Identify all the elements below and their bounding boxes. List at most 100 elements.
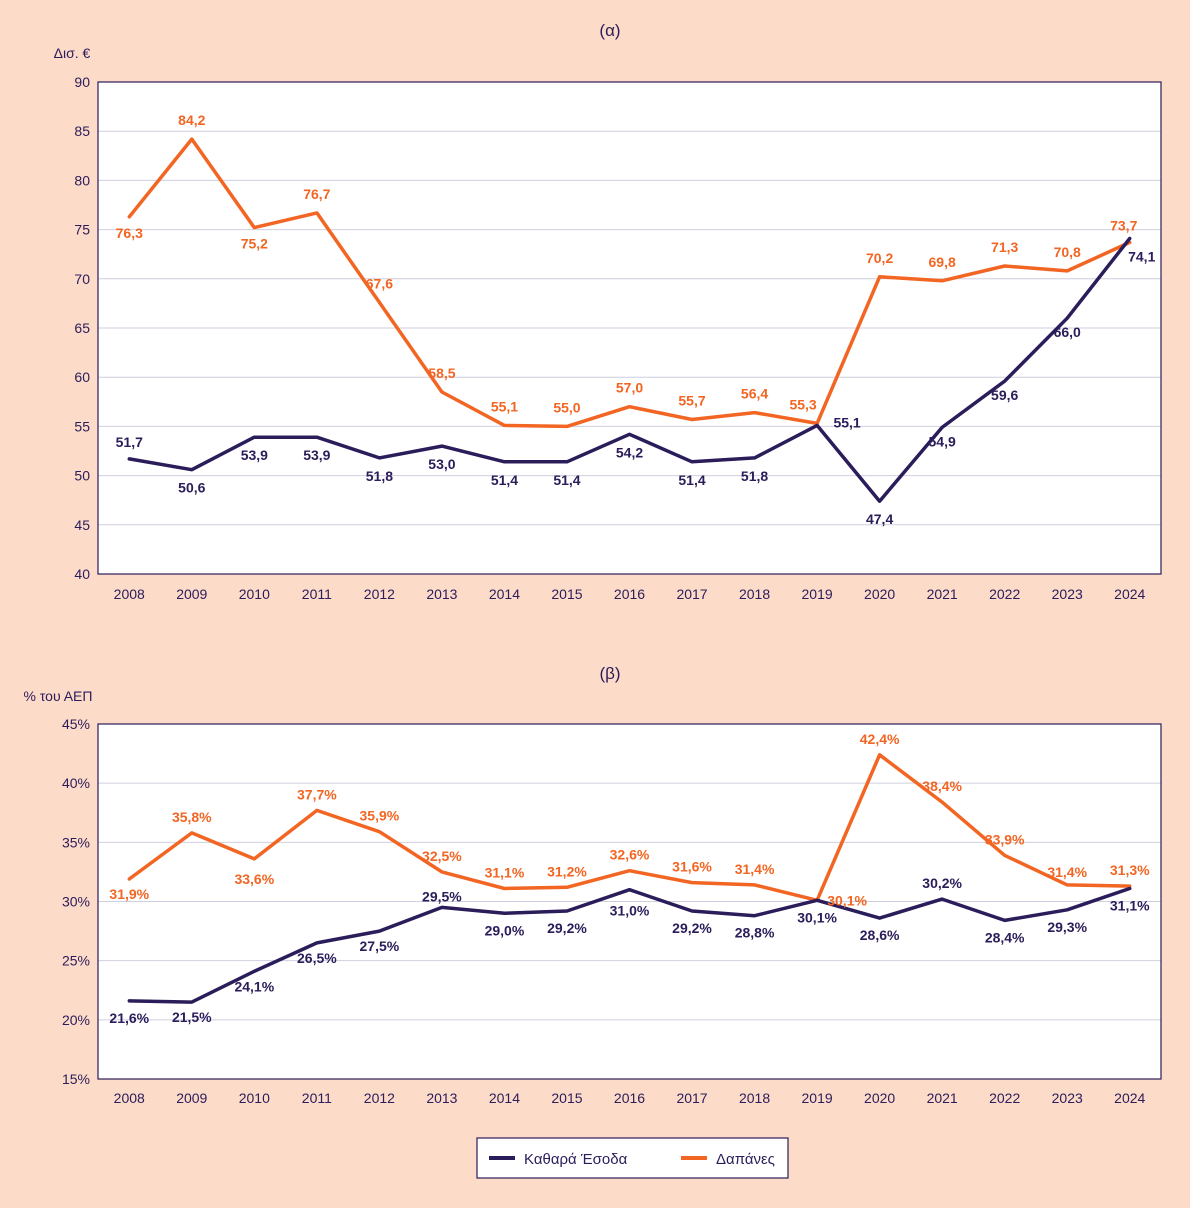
chart-b-expenditure-data-label: 33,6% <box>234 871 274 887</box>
chart-b-expenditure-data-label: 42,4% <box>860 731 900 747</box>
chart-b-expenditure-data-label: 31,6% <box>672 859 712 875</box>
chart-b-x-tick-label: 2016 <box>614 1090 645 1106</box>
chart-a-expenditure-data-label: 76,7 <box>303 186 330 202</box>
chart-a-title: (α) <box>599 21 620 40</box>
chart-a-x-tick-label: 2011 <box>302 586 332 602</box>
chart-a-x-tick-label: 2016 <box>614 586 645 602</box>
chart-b-revenue-line <box>127 886 1132 1004</box>
chart-b-expenditure-data-label: 33,9% <box>985 831 1025 847</box>
chart-a-y-tick-label: 50 <box>74 468 90 484</box>
chart-a: 40 45 50 55 60 65 70 75 80 85 90 2008 2009 2010 2011 20… <box>74 74 1162 602</box>
chart-a-expenditure-data-label: 71,3 <box>991 239 1018 255</box>
chart-a-expenditure-data-label: 55,0 <box>553 399 580 415</box>
chart-b-title: (β) <box>599 664 620 683</box>
chart-b-y-tick-label: 15% <box>62 1071 90 1087</box>
chart-b-revenue-data-label: 21,5% <box>172 1009 212 1025</box>
chart-a-revenue-data-label: 55,1 <box>833 414 860 430</box>
chart-b-x-tick-label: 2021 <box>927 1090 958 1106</box>
chart-a-x-tick-label: 2009 <box>176 586 207 602</box>
chart-a-x-tick-label: 2021 <box>927 586 958 602</box>
chart-b-expenditure-data-label: 32,5% <box>422 848 462 864</box>
chart-a-y-tick-label: 45 <box>74 517 90 533</box>
chart-a-expenditure-data-label: 69,8 <box>929 254 956 270</box>
chart-a-expenditure-data-label: 58,5 <box>428 365 455 381</box>
chart-b-y-tick-label: 45% <box>62 716 90 732</box>
chart-a-frame <box>97 81 1162 575</box>
chart-b-y-tick-label: 40% <box>62 775 90 791</box>
chart-b-expenditure-data-label: 31,4% <box>735 861 775 877</box>
chart-a-revenue-line <box>127 236 1132 503</box>
chart-a-x-tick-label: 2012 <box>364 586 395 602</box>
chart-b-revenue-data-label: 28,6% <box>860 927 900 943</box>
chart-a-y-tick-label: 80 <box>74 172 90 188</box>
chart-a-revenue-data-label: 53,0 <box>428 456 455 472</box>
chart-b-expenditure-data-label: 31,1% <box>485 864 525 880</box>
chart-a-x-tick-label: 2015 <box>551 586 582 602</box>
chart-a-expenditure-data-label: 73,7 <box>1110 217 1137 233</box>
chart-a-expenditure-line <box>127 137 1132 429</box>
chart-b-x-tick-label: 2015 <box>551 1090 582 1106</box>
chart-a-y-tick-label: 90 <box>74 74 90 90</box>
chart-b: 15% 20% 25% 30% 35% 40% 45% 2008 2009 2010 2011 201… <box>62 716 1162 1106</box>
chart-b-y-tick-label: 20% <box>62 1012 90 1028</box>
chart-a-x-tick-label: 2024 <box>1114 586 1145 602</box>
chart-a-x-tick-label: 2017 <box>676 586 707 602</box>
chart-a-expenditure-data-label: 75,2 <box>241 236 268 252</box>
chart-a-revenue-data-label: 66,0 <box>1054 324 1081 340</box>
chart-a-x-tick-label: 2008 <box>114 586 145 602</box>
chart-a-expenditure-data-label: 56,4 <box>741 386 768 402</box>
chart-b-expenditure-line <box>127 753 1132 903</box>
chart-b-x-tick-label: 2014 <box>489 1090 520 1106</box>
chart-a-x-tick-label: 2010 <box>239 586 270 602</box>
chart-a-expenditure-data-label: 55,7 <box>678 393 705 409</box>
chart-b-revenue-data-label: 29,2% <box>672 920 712 936</box>
chart-b-x-tick-label: 2010 <box>239 1090 270 1106</box>
chart-b-expenditure-data-label: 30,1% <box>827 892 867 908</box>
chart-a-revenue-data-label: 51,4 <box>491 472 518 488</box>
chart-a-expenditure-data-label: 57,0 <box>616 380 643 396</box>
chart-b-revenue-data-label: 24,1% <box>234 978 274 994</box>
chart-b-expenditure-data-label: 31,3% <box>1110 862 1150 878</box>
chart-b-x-tick-label: 2020 <box>864 1090 895 1106</box>
chart-b-revenue-data-label: 30,2% <box>922 875 962 891</box>
chart-b-frame <box>97 723 1162 1080</box>
legend-expenditure-label: Δαπάνες <box>716 1151 775 1168</box>
chart-b-expenditure-data-label: 31,4% <box>1047 864 1087 880</box>
chart-b-expenditure-data-label: 38,4% <box>922 778 962 794</box>
chart-b-expenditure-data-label: 35,9% <box>360 808 400 824</box>
chart-a-revenue-data-label: 59,6 <box>991 387 1018 403</box>
legend-revenue-label: Καθαρά Έσοδα <box>524 1151 628 1168</box>
chart-a-expenditure-data-label: 76,3 <box>116 225 143 241</box>
chart-b-x-tick-label: 2019 <box>802 1090 833 1106</box>
chart-a-y-tick-label: 70 <box>74 271 90 287</box>
chart-a-revenue-data-label: 54,2 <box>616 444 643 460</box>
chart-a-revenue-data-label: 51,4 <box>553 472 580 488</box>
chart-b-expenditure-data-label: 35,8% <box>172 809 212 825</box>
legend: Καθαρά Έσοδα Δαπάνες <box>476 1137 789 1179</box>
chart-a-revenue-data-label: 53,9 <box>303 447 330 463</box>
chart-a-revenue-data-label: 53,9 <box>241 447 268 463</box>
chart-a-expenditure-data-label: 55,1 <box>491 398 518 414</box>
chart-a-x-tick-label: 2018 <box>739 586 770 602</box>
chart-a-unit-label: Δισ. € <box>54 45 91 61</box>
chart-a-revenue-data-label: 51,4 <box>678 472 705 488</box>
chart-a-y-tick-label: 75 <box>74 222 90 238</box>
chart-b-revenue-data-label: 29,2% <box>547 920 587 936</box>
chart-b-revenue-data-label: 29,3% <box>1047 919 1087 935</box>
chart-b-revenue-data-label: 27,5% <box>360 938 400 954</box>
chart-b-revenue-data-label: 30,1% <box>797 909 837 925</box>
chart-a-expenditure-data-label: 84,2 <box>178 112 205 128</box>
chart-b-x-tick-label: 2018 <box>739 1090 770 1106</box>
chart-b-revenue-data-label: 26,5% <box>297 950 337 966</box>
chart-b-x-tick-label: 2012 <box>364 1090 395 1106</box>
chart-a-x-tick-label: 2019 <box>802 586 833 602</box>
chart-a-y-tick-label: 55 <box>74 418 90 434</box>
chart-a-expenditure-data-label: 70,2 <box>866 250 893 266</box>
chart-a-revenue-data-label: 51,7 <box>116 434 143 450</box>
chart-b-x-tick-label: 2008 <box>114 1090 145 1106</box>
chart-a-expenditure-data-label: 70,8 <box>1054 244 1081 260</box>
chart-a-x-tick-label: 2020 <box>864 586 895 602</box>
legend-box <box>476 1137 789 1179</box>
chart-a-y-tick-label: 40 <box>74 566 90 582</box>
